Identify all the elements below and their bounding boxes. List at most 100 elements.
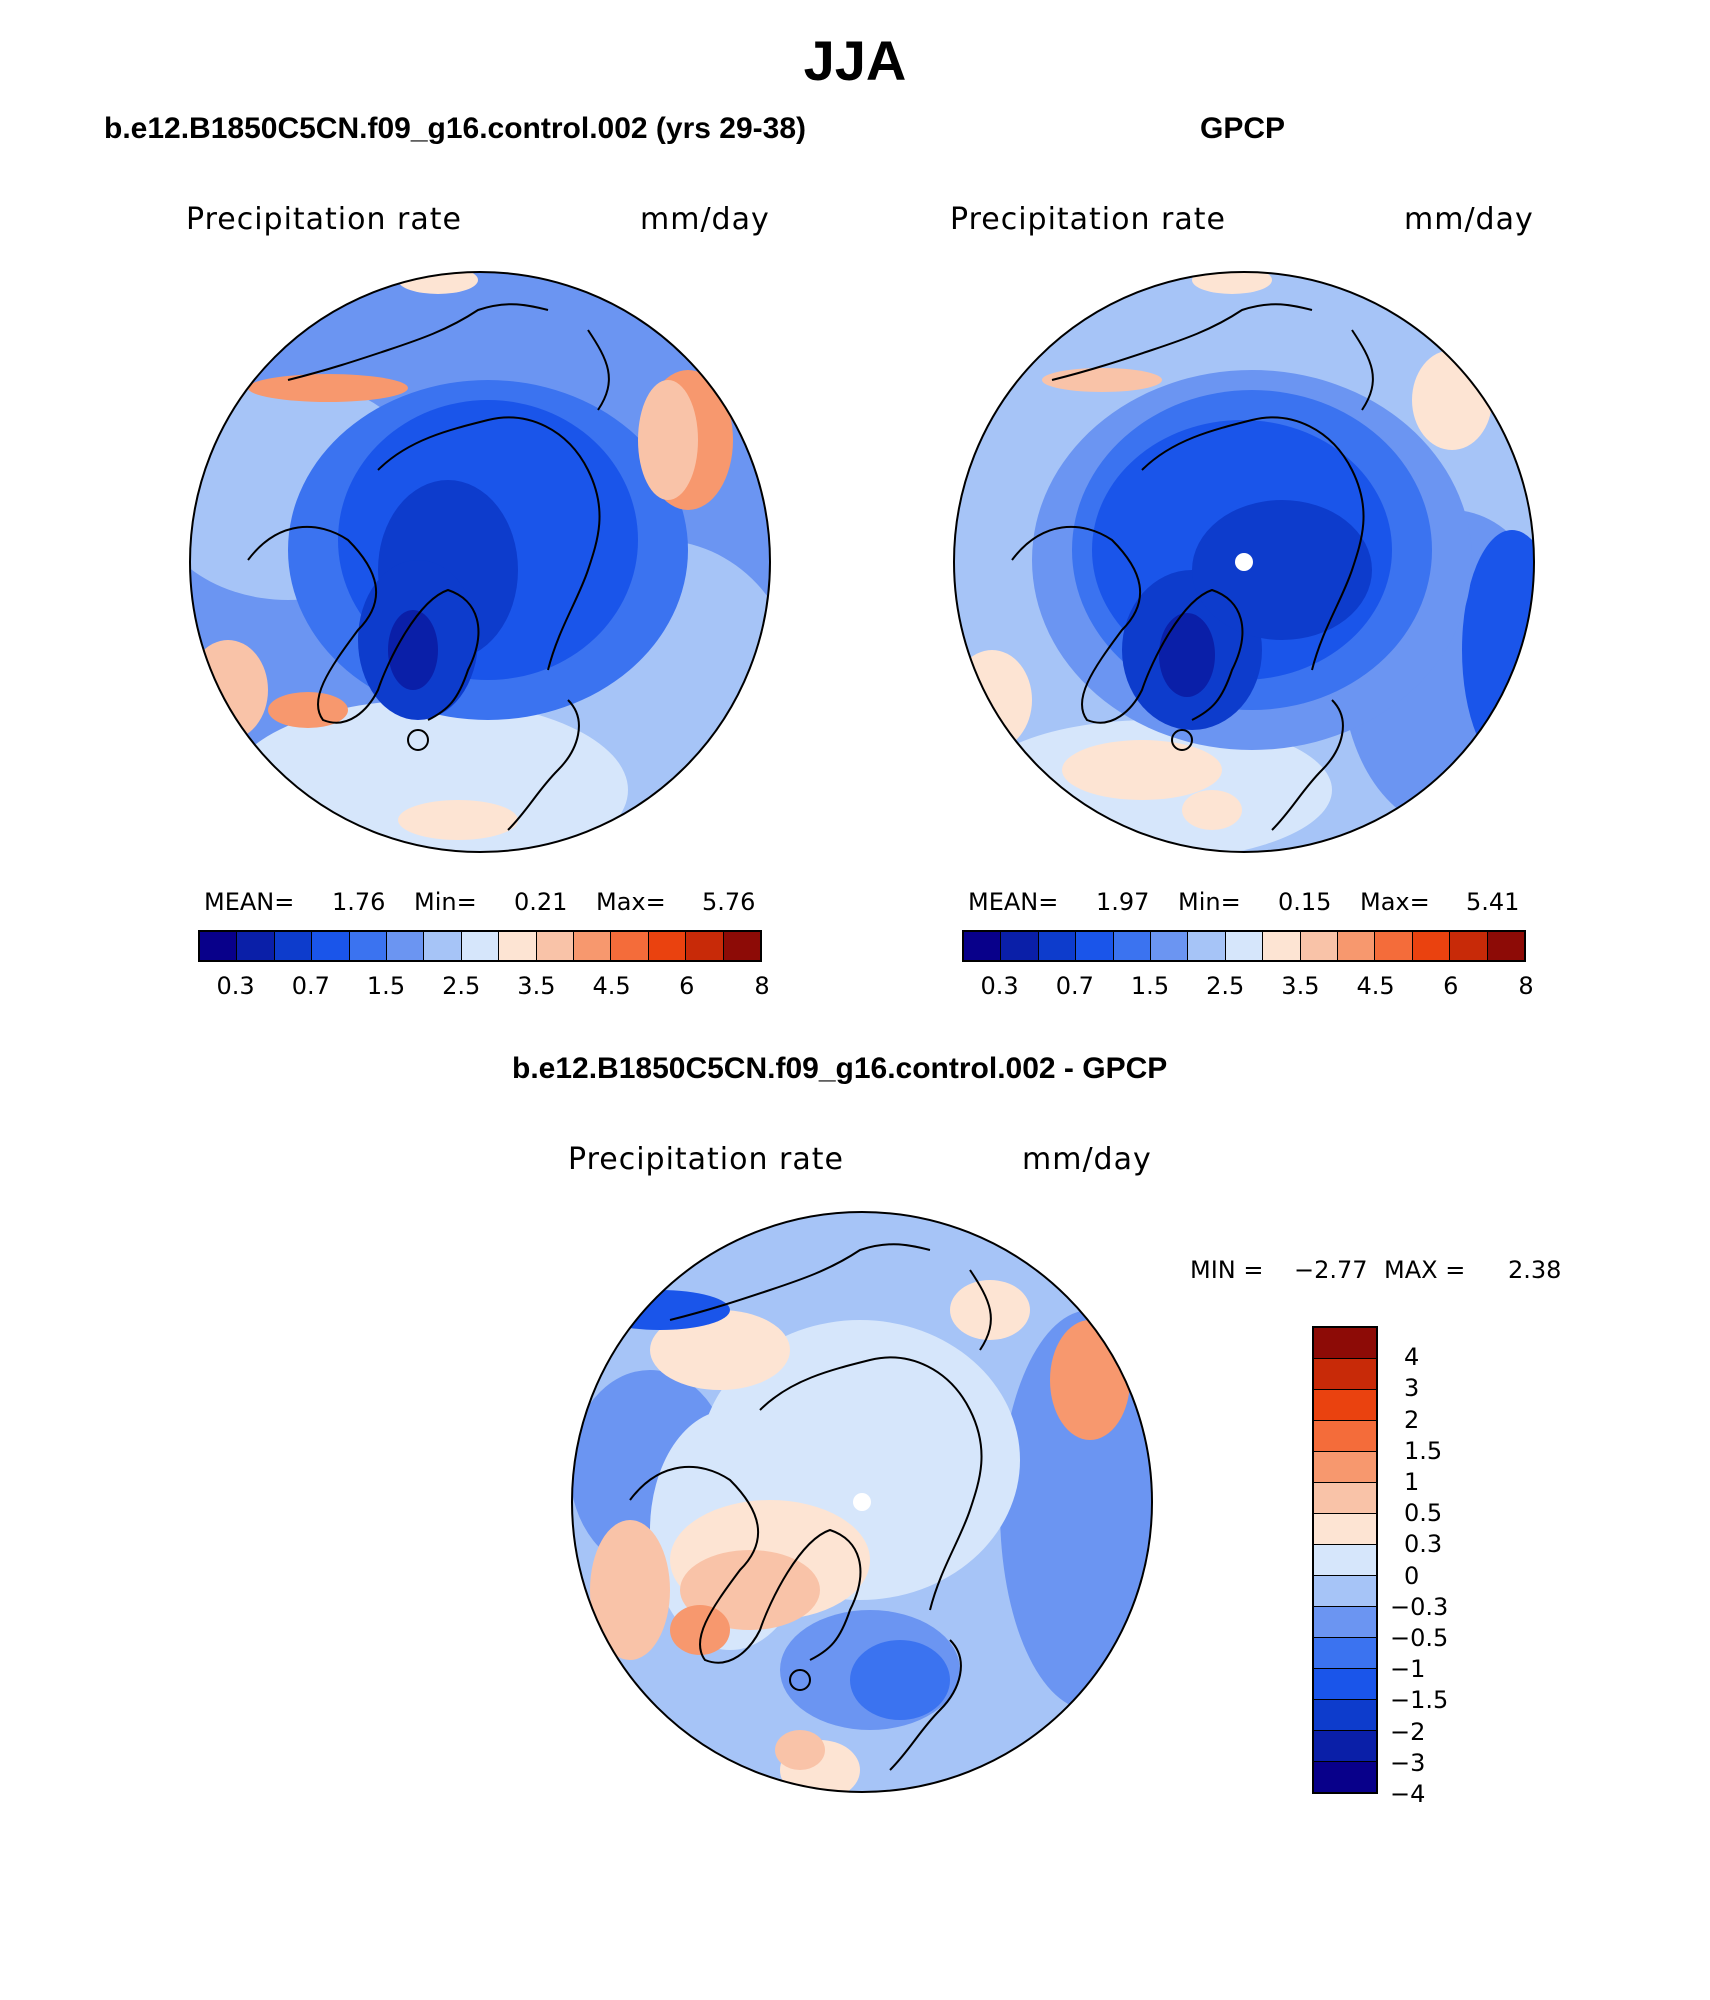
colorbar-tick-label: 6 (679, 972, 695, 1000)
panel-obs-max-value: 5.41 (1466, 888, 1520, 916)
colorbar-tick-label: 8 (754, 972, 770, 1000)
colorbar-swatch (1450, 932, 1488, 960)
panel-obs-colorbar-ticks: 0.3 0.7 1.5 2.5 3.5 4.5 6 8 (962, 972, 1534, 1002)
colorbar-tick-label: −1 (1390, 1655, 1426, 1684)
colorbar-swatch (1314, 1669, 1376, 1700)
colorbar-swatch (1314, 1452, 1376, 1483)
panel-diff-polar-map (571, 1211, 1153, 1793)
colorbar-tick-label: −3 (1390, 1748, 1426, 1777)
colorbar-tick-label: −1.5 (1390, 1686, 1449, 1715)
colorbar-swatch (1314, 1700, 1376, 1731)
panel-diff-colorbar-ticks: 4 3 2 1.5 1 0.5 0.3 0 −0.3 −0.5 −1 −1.5 −2 −3 −4 (1390, 1326, 1510, 1808)
colorbar-tick-label: 4.5 (1356, 972, 1395, 1000)
colorbar-swatch (536, 932, 575, 960)
colorbar-swatch (1314, 1576, 1376, 1607)
colorbar-swatch (1300, 932, 1339, 960)
colorbar-swatch (1314, 1545, 1376, 1576)
colorbar-tick-label: 4.5 (592, 972, 631, 1000)
panel-diff-max-value: 2.38 (1508, 1256, 1562, 1284)
panel-model-title: b.e12.B1850C5CN.f09_g16.control.002 (yrs… (104, 112, 807, 145)
page-title: JJA (803, 29, 907, 92)
panel-obs-title: GPCP (1200, 112, 1286, 145)
colorbar-swatch (1375, 932, 1413, 960)
colorbar-swatch (200, 932, 238, 960)
colorbar-tick-label: 2.5 (442, 972, 481, 1000)
panel-obs-units-label: mm/day (1404, 202, 1534, 237)
colorbar-tick-label: 3.5 (517, 972, 556, 1000)
colorbar-tick-label: 1 (1404, 1468, 1420, 1496)
colorbar-swatch (1487, 932, 1525, 960)
panel-obs-mean-value: 1.97 (1096, 888, 1150, 916)
panel-obs-polar-map (953, 271, 1535, 853)
colorbar-tick-label: −0.3 (1390, 1592, 1449, 1621)
panel-model-min-value: 0.21 (514, 888, 568, 916)
colorbar-swatch (349, 932, 388, 960)
colorbar-tick-label: 6 (1443, 972, 1459, 1000)
colorbar-swatch (1338, 932, 1376, 960)
panel-diff-units-label: mm/day (1022, 1142, 1152, 1177)
colorbar-tick-label: 0 (1404, 1561, 1420, 1590)
colorbar-tick-label: 3 (1404, 1374, 1420, 1403)
panel-diff-min-value: −2.77 (1294, 1256, 1368, 1284)
panel-obs-variable-label: Precipitation rate (950, 202, 1226, 237)
colorbar-swatch (1314, 1607, 1376, 1638)
colorbar-swatch (1412, 932, 1451, 960)
panel-diff-title: b.e12.B1850C5CN.f09_g16.control.002 - GP… (512, 1052, 1168, 1085)
colorbar-swatch (1314, 1483, 1376, 1514)
panel-obs-min-value: 0.15 (1278, 888, 1332, 916)
colorbar-swatch (1314, 1731, 1376, 1762)
colorbar-swatch (1263, 932, 1301, 960)
panel-model-mean-value: 1.76 (332, 888, 386, 916)
colorbar-swatch (686, 932, 724, 960)
panel-diff-min-label: MIN = (1190, 1256, 1264, 1284)
colorbar-swatch (1314, 1359, 1376, 1390)
colorbar-tick-label: 1.5 (1404, 1436, 1443, 1465)
panel-model-mean-label: MEAN= (204, 888, 295, 916)
colorbar-tick-label: 0.5 (1404, 1499, 1443, 1528)
colorbar-tick-label: 0.3 (980, 972, 1019, 1000)
panel-model-max-label: Max= (596, 888, 666, 916)
colorbar-tick-label: −2 (1390, 1717, 1426, 1746)
panel-model-max-value: 5.76 (702, 888, 756, 916)
colorbar-swatch (1001, 932, 1039, 960)
colorbar-swatch (723, 932, 761, 960)
colorbar-swatch (1314, 1762, 1376, 1792)
panel-obs-max-label: Max= (1360, 888, 1430, 916)
colorbar-swatch (424, 932, 462, 960)
colorbar-swatch (499, 932, 537, 960)
colorbar-swatch (1314, 1514, 1376, 1545)
panel-diff-max-label: MAX = (1384, 1256, 1466, 1284)
colorbar-swatch (1314, 1390, 1376, 1421)
panel-obs-min-label: Min= (1178, 888, 1241, 916)
colorbar-swatch (461, 932, 500, 960)
colorbar-tick-label: 4 (1404, 1343, 1420, 1372)
colorbar-tick-label: 3.5 (1281, 972, 1320, 1000)
panel-model-variable-label: Precipitation rate (186, 202, 462, 237)
colorbar-tick-label: 0.3 (216, 972, 255, 1000)
colorbar-swatch (1076, 932, 1114, 960)
colorbar-tick-label: 0.3 (1404, 1530, 1443, 1559)
colorbar-swatch (964, 932, 1002, 960)
colorbar-tick-label: 2.5 (1206, 972, 1245, 1000)
panel-diff-colorbar (1312, 1326, 1378, 1794)
panel-diff-variable-label: Precipitation rate (568, 1142, 844, 1177)
colorbar-tick-label: 2 (1404, 1405, 1420, 1434)
colorbar-swatch (312, 932, 350, 960)
colorbar-swatch (574, 932, 612, 960)
panel-obs-mean-label: MEAN= (968, 888, 1059, 916)
colorbar-swatch (1038, 932, 1077, 960)
colorbar-tick-label: 1.5 (1130, 972, 1170, 1000)
colorbar-swatch (1314, 1328, 1376, 1359)
colorbar-swatch (1113, 932, 1152, 960)
panel-model-colorbar (198, 930, 762, 962)
colorbar-tick-label: −0.5 (1390, 1624, 1449, 1652)
colorbar-tick-label: 0.7 (1055, 972, 1094, 1000)
colorbar-swatch (1314, 1638, 1376, 1669)
colorbar-tick-label: 1.5 (366, 972, 406, 1000)
colorbar-tick-label: 8 (1518, 972, 1534, 1000)
colorbar-swatch (387, 932, 425, 960)
colorbar-swatch (611, 932, 649, 960)
panel-obs-colorbar (962, 930, 1526, 962)
panel-model-polar-map (189, 271, 771, 853)
colorbar-swatch (1188, 932, 1226, 960)
